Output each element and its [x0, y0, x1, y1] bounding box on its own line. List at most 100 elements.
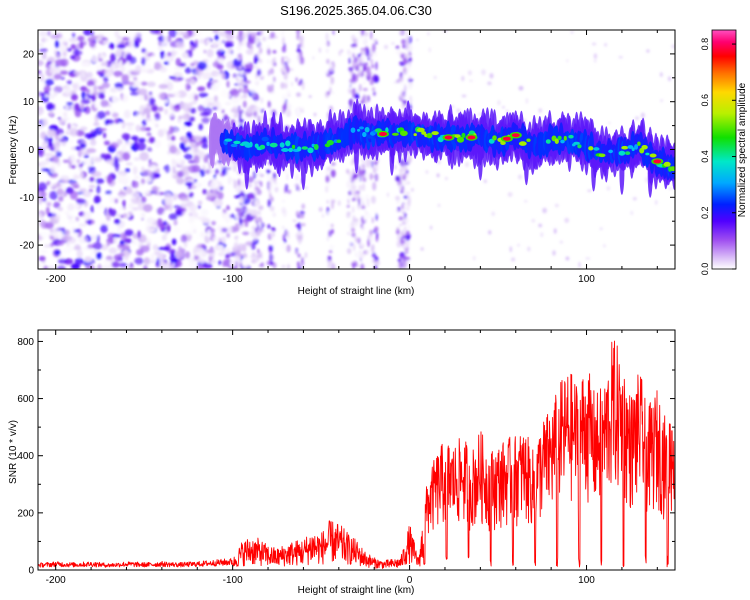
- heatmap-cell: [46, 102, 54, 111]
- heatmap-cell: [351, 232, 356, 238]
- heatmap-cell: [212, 42, 218, 48]
- heatmap-cell: [55, 151, 62, 158]
- heatmap-cell: [132, 200, 142, 205]
- heatmap-cell: [150, 53, 160, 60]
- heatmap-cell: [346, 180, 350, 189]
- heatmap-cell: [182, 200, 188, 205]
- heatmap-cell: [216, 40, 223, 47]
- heatmap-cell: [395, 229, 400, 235]
- heatmap-cell: [242, 87, 249, 94]
- heatmap-cell: [405, 230, 410, 235]
- heatmap-cell: [55, 53, 62, 59]
- heatmap-cell: [282, 94, 286, 100]
- heatmap-cell: [96, 252, 102, 260]
- heatmap-cell: [242, 243, 247, 252]
- heatmap-cell: [560, 139, 565, 144]
- heatmap-cell: [114, 118, 119, 124]
- heatmap-cell: [231, 96, 240, 105]
- heatmap-cell: [89, 176, 95, 183]
- heatmap-cell: [194, 70, 204, 76]
- heatmap-cell: [370, 30, 373, 40]
- heatmap-cell: [154, 139, 162, 149]
- spectrogram-y-tick-label: 20: [23, 49, 35, 60]
- heatmap-cell: [237, 185, 241, 194]
- heatmap-cell: [404, 177, 409, 186]
- heatmap-cell: [518, 141, 527, 146]
- heatmap-cell: [57, 258, 67, 264]
- heatmap-cell: [224, 30, 234, 35]
- heatmap-cell: [46, 202, 52, 207]
- heatmap-cell: [141, 235, 147, 243]
- heatmap-cell: [258, 205, 264, 210]
- heatmap-cell: [231, 88, 240, 98]
- heatmap-cell: [242, 231, 250, 236]
- heatmap-cell: [318, 207, 323, 212]
- heatmap-cell: [364, 234, 367, 239]
- heatmap-cell: [489, 73, 494, 79]
- heatmap-cell: [38, 70, 42, 74]
- heatmap-cell: [170, 259, 178, 263]
- heatmap-cell: [96, 66, 103, 71]
- snr-panel: -200 -100 0 100 0 200 400 600 800 Height of str…: [8, 329, 676, 596]
- heatmap-cell: [286, 57, 291, 64]
- colorbar-tick-label: 0.4: [700, 150, 710, 163]
- heatmap-cell: [331, 228, 334, 234]
- heatmap-cell: [217, 104, 222, 111]
- heatmap-cell: [87, 219, 92, 225]
- heatmap-cell: [511, 133, 520, 138]
- heatmap-cell: [403, 242, 408, 250]
- heatmap-cell: [140, 178, 146, 185]
- heatmap-cell: [116, 151, 121, 159]
- heatmap-cell: [115, 87, 124, 92]
- heatmap-cell: [173, 226, 181, 233]
- heatmap-cell: [227, 48, 233, 55]
- heatmap-cell: [300, 223, 306, 227]
- heatmap-cell: [363, 36, 366, 46]
- heatmap-cell: [570, 31, 574, 34]
- heatmap-cell: [114, 198, 119, 204]
- heatmap-cell: [273, 35, 278, 39]
- heatmap-cell: [88, 184, 96, 189]
- heatmap-cell: [120, 232, 125, 241]
- heatmap-cell: [43, 85, 51, 94]
- heatmap-cell: [167, 52, 172, 57]
- heatmap-cell: [161, 128, 168, 134]
- heatmap-cell: [105, 190, 112, 195]
- heatmap-cell: [221, 87, 228, 94]
- heatmap-cell: [39, 48, 48, 53]
- heatmap-cell: [117, 174, 126, 184]
- heatmap-cell: [402, 237, 407, 242]
- heatmap-cell: [40, 161, 50, 166]
- heatmap-cell: [146, 132, 152, 137]
- heatmap-cell: [437, 203, 441, 208]
- heatmap-cell: [176, 157, 182, 164]
- heatmap-cell: [64, 86, 72, 95]
- heatmap-cell: [402, 99, 408, 105]
- heatmap-cell: [69, 155, 75, 165]
- heatmap-cell: [240, 205, 248, 215]
- heatmap-cell: [114, 30, 120, 38]
- heatmap-cell: [163, 246, 170, 251]
- heatmap-cell: [242, 32, 247, 40]
- heatmap-cell: [395, 45, 400, 50]
- heatmap-cell: [64, 246, 70, 255]
- heatmap-cell: [167, 249, 176, 254]
- heatmap-cell: [132, 166, 138, 175]
- heatmap-cell: [158, 84, 169, 89]
- heatmap-cell: [235, 207, 240, 210]
- heatmap-cell: [201, 143, 209, 149]
- heatmap-cell: [405, 256, 411, 261]
- heatmap-cell: [286, 172, 289, 181]
- heatmap-cell: [171, 238, 177, 246]
- colorbar-label: Normalized spectral amplitude: [737, 82, 748, 217]
- heatmap-cell: [325, 48, 329, 54]
- heatmap-cell: [74, 232, 79, 238]
- colorbar-tick-label: 0.0: [700, 263, 710, 276]
- heatmap-cell: [176, 177, 185, 185]
- heatmap-cell: [91, 171, 102, 178]
- heatmap-cell: [39, 73, 45, 82]
- heatmap-cell: [281, 56, 284, 66]
- heatmap-cell: [181, 210, 191, 217]
- heatmap-cell: [221, 227, 228, 233]
- heatmap-cell: [124, 238, 132, 244]
